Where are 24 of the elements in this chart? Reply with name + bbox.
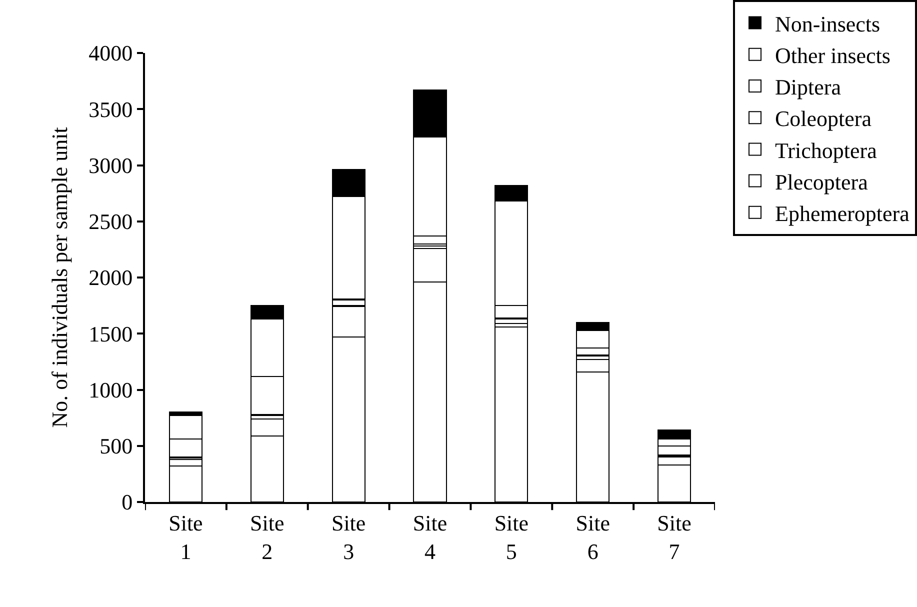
x-tick-label: Site 5 [494,510,529,564]
y-tick-label: 3500 [88,96,133,122]
x-tick-label: Site 6 [576,510,610,564]
y-tick-label: 2000 [88,265,133,290]
legend-label: Plecoptera [775,169,868,194]
x-tick-label: Site 2 [250,510,284,564]
legend-label: Trichoptera [775,138,878,163]
y-tick-label: 500 [100,434,133,459]
x-tick-label: Site 1 [168,510,203,564]
x-tick-label: Site 4 [412,510,448,564]
legend-label: Other insects [775,42,890,68]
y-axis-title: No. of individuals per sample unit [46,127,72,428]
x-tick-label: Site 7 [657,510,692,564]
y-tick-label: 3000 [88,152,133,178]
legend-label: Diptera [775,74,842,100]
y-tick-label: 2500 [88,209,133,234]
y-tick-label: 0 [122,490,133,515]
y-tick-label: 1500 [88,321,133,346]
legend-label: Ephemeroptera [775,200,910,226]
x-tick-label: Site 3 [331,510,366,564]
legend-label: Non-insects [775,11,880,36]
legend-label: Coleoptera [775,106,872,132]
y-tick-label: 4000 [88,40,133,66]
y-tick-label: 1000 [88,377,133,402]
